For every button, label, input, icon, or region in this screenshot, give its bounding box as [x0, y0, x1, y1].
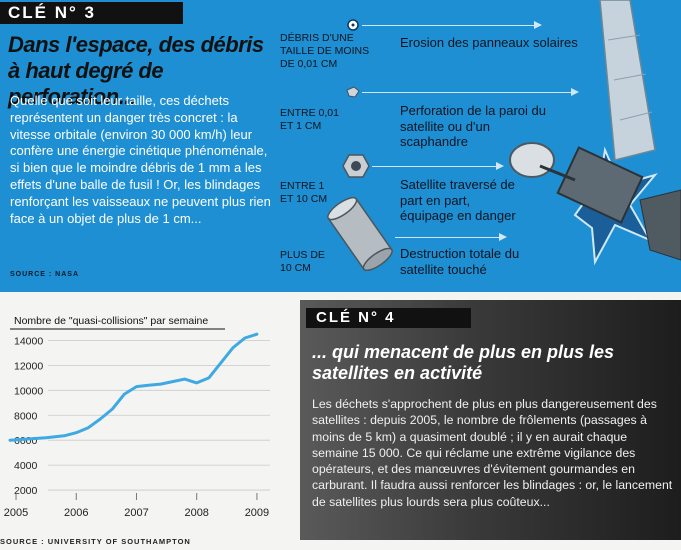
debris-fragment-icon: [346, 86, 360, 98]
effect-3: Satellite traversé de part en part, équi…: [400, 177, 516, 223]
debris-dot-icon: [347, 19, 359, 31]
headline: ... qui menacent de plus en plus les sat…: [312, 342, 615, 383]
effect-4: Destruction totale du satellite touché: [400, 246, 520, 277]
body-text: Les déchets s'approchent de plus en plus…: [312, 397, 673, 509]
y-tick-label: 12000: [14, 360, 43, 372]
arrow-3: [372, 162, 504, 170]
size-label-1: DÉBRIS D'UNE TAILLE DE MOINS DE 0,01 CM: [280, 32, 370, 70]
series-line: [8, 332, 259, 442]
chart-title: Nombre de "quasi-collisions" par semaine: [14, 315, 208, 327]
size-label-2: ENTRE 0,01 ET 1 CM: [280, 107, 339, 132]
size-label-4: PLUS DE 10 CM: [280, 249, 325, 274]
y-tick-label: 8000: [14, 410, 38, 422]
source-label: SOURCE : NASA: [10, 271, 80, 278]
solar-panel-icon: [599, 0, 656, 161]
chart-panel: [0, 300, 300, 535]
debris-panel: CLÉ N° 3 Dans l'espace, des débris à hau…: [0, 0, 681, 292]
section-tag: CLÉ N° 3: [0, 2, 183, 24]
size-label-3: ENTRE 1 ET 10 CM: [280, 180, 328, 205]
x-tick-label: 2007: [124, 507, 148, 519]
satellite-illustration: [509, 0, 681, 266]
body-text: Quelle que soit leur taille, ces déchets…: [10, 93, 271, 226]
effect-2: Perforation de la paroi du satellite ou …: [400, 103, 546, 149]
arrow-1: [362, 21, 542, 29]
arrow-4: [395, 233, 507, 241]
y-tick-label: 2000: [14, 485, 38, 497]
y-tick-label: 4000: [14, 460, 38, 472]
section-tag: CLÉ N° 4: [306, 308, 471, 328]
cylinder-icon: [327, 196, 393, 272]
effect-1: Erosion des panneaux solaires: [400, 35, 578, 50]
y-tick-label: 14000: [14, 335, 43, 347]
x-tick-label: 2005: [4, 507, 28, 519]
x-tick-label: 2009: [245, 507, 269, 519]
x-tick-label: 2008: [184, 507, 208, 519]
x-tick-label: 2006: [64, 507, 88, 519]
source-label: SOURCE : UNIVERSITY OF SOUTHAMPTON: [0, 537, 191, 546]
arrow-2: [362, 88, 579, 96]
nut-icon: [342, 154, 370, 178]
headline: Dans l'espace, des débris à haut degré d…: [8, 32, 264, 109]
y-tick-label: 10000: [14, 385, 43, 397]
line-chart: Nombre de "quasi-collisions" par semaine…: [4, 315, 270, 519]
satellite-body-icon: [556, 146, 644, 224]
satellites-panel: CLÉ N° 4 ... qui menacent de plus en plu…: [300, 300, 681, 540]
